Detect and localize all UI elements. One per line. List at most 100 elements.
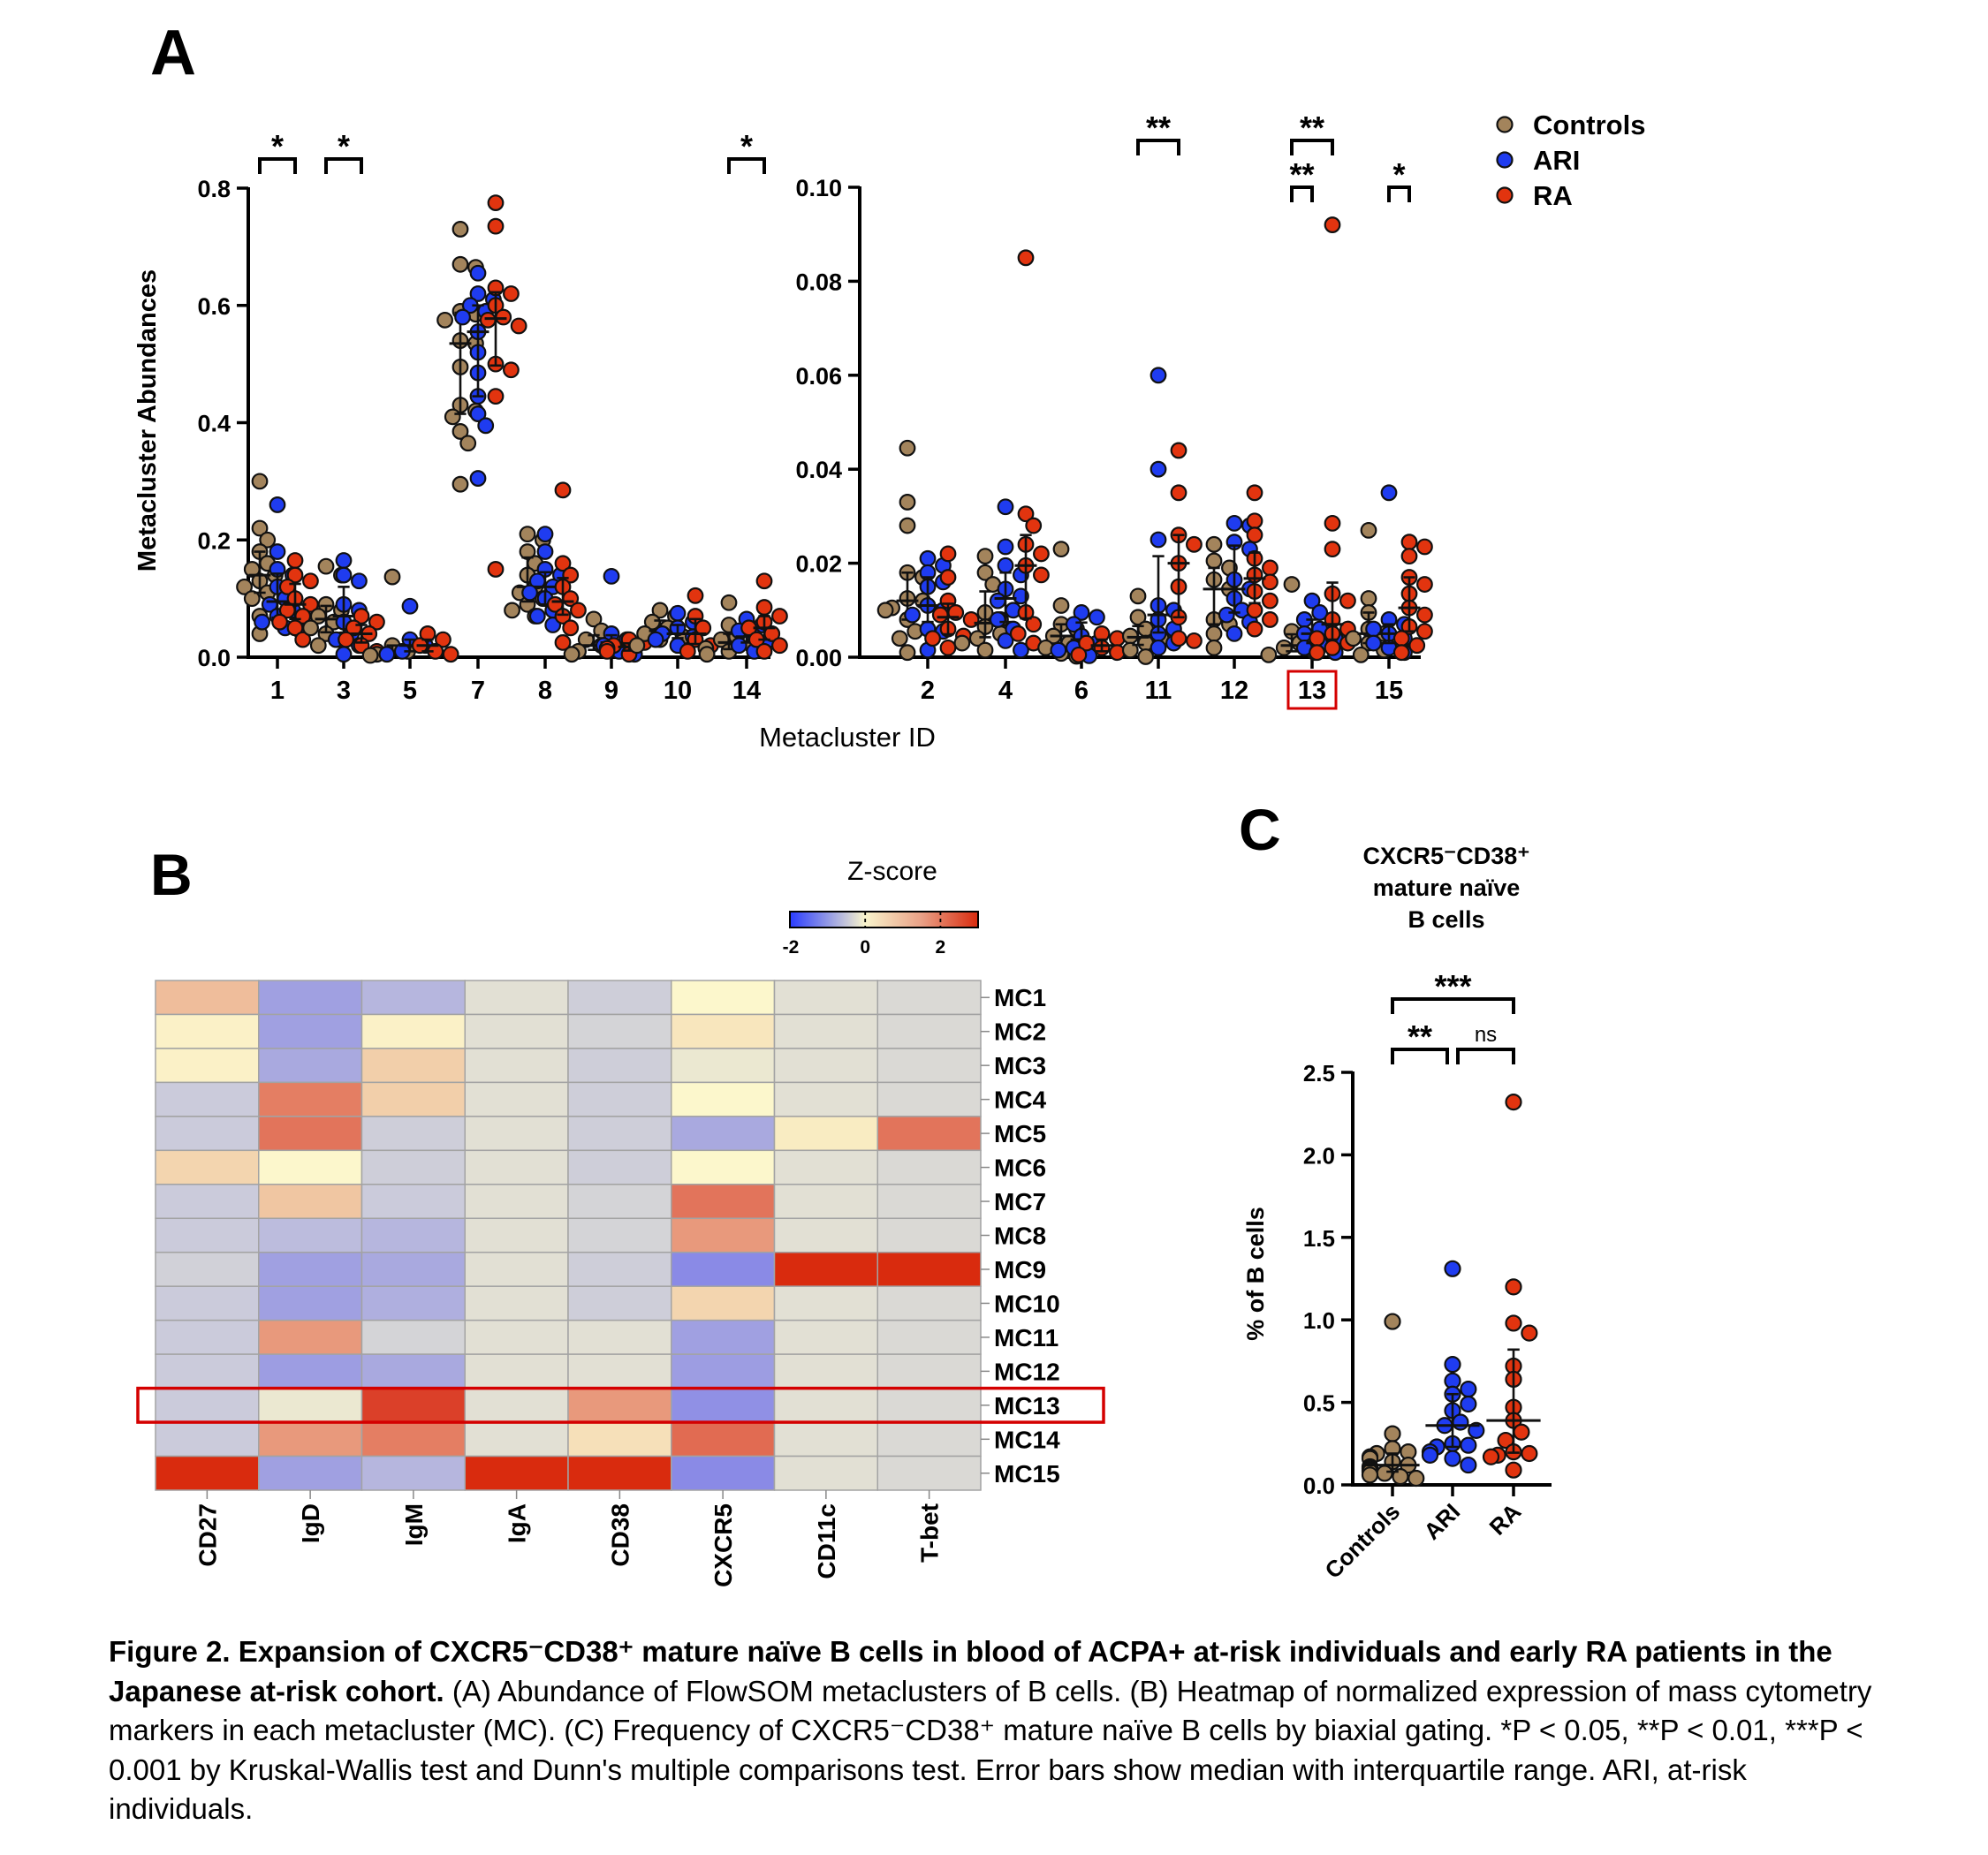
data-point-ra <box>679 642 696 660</box>
heatmap-cell <box>258 1013 363 1049</box>
highlight-box-mc13 <box>1286 670 1338 710</box>
x-tick-label: 7 <box>471 677 485 705</box>
data-point-ra <box>755 642 773 660</box>
heatmap-cell <box>671 1149 776 1185</box>
heatmap-cell <box>360 1116 466 1152</box>
data-point-controls <box>1137 648 1155 665</box>
data-point-ra <box>1033 566 1050 584</box>
x-tick-label: 4 <box>998 677 1013 705</box>
heatmap-cell <box>360 1013 466 1049</box>
data-point-ra <box>1408 637 1426 655</box>
x-axis-title-metacluster-id: Metacluster ID <box>759 722 936 753</box>
data-point-ra <box>1416 538 1433 556</box>
data-point-ra <box>1033 545 1050 563</box>
data-point-ra <box>1324 541 1341 558</box>
data-point-controls <box>899 494 916 511</box>
data-point-ari <box>1013 587 1029 605</box>
significance-bracket <box>1290 139 1334 155</box>
heatmap-cell <box>671 1217 776 1253</box>
data-point-ra <box>1070 646 1088 663</box>
heatmap-cell <box>464 1387 569 1423</box>
data-point-ra <box>286 566 304 584</box>
heatmap-cell <box>876 1353 982 1389</box>
data-point-ari <box>1444 1260 1461 1277</box>
data-point-ari <box>351 572 368 590</box>
heatmap-column-label: CD27 <box>193 1503 221 1567</box>
y-tick-label: 0.8 <box>197 176 231 202</box>
data-point-ra <box>1246 526 1263 544</box>
data-point-ra <box>294 631 312 648</box>
y-tick-label: 1.5 <box>1303 1225 1335 1252</box>
panel-a-right-scatter: 0.000.020.040.060.080.102 4 6 11 12 13 15** ***… <box>795 110 1433 710</box>
heatmap-cell <box>773 1251 878 1287</box>
data-point-ari <box>469 470 487 487</box>
heatmap-cell <box>360 1387 466 1423</box>
legend: Controls ARI RA <box>1496 110 1645 211</box>
data-point-controls <box>976 548 994 565</box>
data-point-controls <box>698 646 716 663</box>
heatmap-cell <box>258 980 363 1016</box>
heatmap-cell <box>773 1285 878 1321</box>
heatmap-cell <box>464 1048 569 1084</box>
data-point-controls <box>1205 552 1223 570</box>
data-point-controls <box>1360 590 1377 607</box>
data-point-ari <box>997 632 1014 649</box>
heatmap-cell <box>671 1048 776 1084</box>
data-point-controls <box>1283 576 1301 593</box>
heatmap-column-label: CXCR5 <box>709 1503 737 1587</box>
data-point-ra <box>1505 1461 1522 1479</box>
heatmap-cell <box>155 1285 260 1321</box>
data-point-ari <box>536 543 554 560</box>
heatmap-cell <box>567 1013 672 1049</box>
data-point-ra <box>1262 592 1279 610</box>
heatmap-cell <box>876 1455 982 1491</box>
data-point-ra <box>1324 639 1341 656</box>
data-point-controls <box>899 517 916 534</box>
data-point-controls <box>302 619 319 637</box>
data-point-ari <box>1050 641 1067 659</box>
heatmap-cell <box>360 1149 466 1185</box>
heatmap-cell <box>567 1387 672 1423</box>
data-point-controls <box>451 255 469 273</box>
y-tick-label: 0.06 <box>795 363 842 390</box>
heatmap-cell <box>155 1081 260 1117</box>
colorbar-title: Z-score <box>847 857 937 886</box>
data-point-ra <box>1324 216 1341 233</box>
data-point-controls <box>1205 535 1223 553</box>
figure-caption: Figure 2. Expansion of CXCR5⁻CD38⁺ matur… <box>109 1632 1885 1829</box>
heatmap-cell <box>876 1217 982 1253</box>
data-point-ra <box>503 285 520 302</box>
legend-marker-ari <box>1496 151 1514 169</box>
data-point-ra <box>479 311 497 329</box>
data-point-controls <box>1360 521 1377 539</box>
heatmap-cell <box>567 1081 672 1117</box>
x-tick-label: 13 <box>1298 677 1326 705</box>
y-tick-label: 0.0 <box>1303 1473 1335 1499</box>
heatmap-cell <box>360 1081 466 1117</box>
heatmap-cell <box>258 1387 363 1423</box>
significance-bracket <box>1387 186 1411 202</box>
data-point-controls <box>1352 646 1370 663</box>
data-point-ari <box>469 285 487 302</box>
heatmap-cell <box>671 1455 776 1491</box>
data-point-ra <box>939 545 957 563</box>
heatmap-row-label: MC1 <box>994 984 1046 1011</box>
data-point-controls <box>628 637 646 655</box>
heatmap-cell <box>876 1319 982 1355</box>
significance-label: * <box>338 128 350 164</box>
heatmap-cell <box>671 1319 776 1355</box>
significance-bracket <box>1391 997 1515 1014</box>
colorbar <box>789 911 979 928</box>
data-point-ra <box>338 631 354 648</box>
heatmap-cell <box>876 1421 982 1458</box>
data-point-ra <box>1416 623 1433 640</box>
data-point-ra <box>1309 630 1325 647</box>
heatmap-cell <box>464 1251 569 1287</box>
panel-a-left-scatter: 0.0 0.2 0.4 0.6 0.8 1 3 5 7 8 9 10 14 * * * <box>197 128 788 705</box>
x-tick-label: 11 <box>1145 677 1172 705</box>
y-tick-label: 2.5 <box>1303 1060 1335 1086</box>
heatmap-cell <box>258 1149 363 1185</box>
significance-bracket <box>1136 139 1180 155</box>
heatmap-cell <box>671 980 776 1016</box>
y-tick-label: 0.6 <box>197 293 231 320</box>
